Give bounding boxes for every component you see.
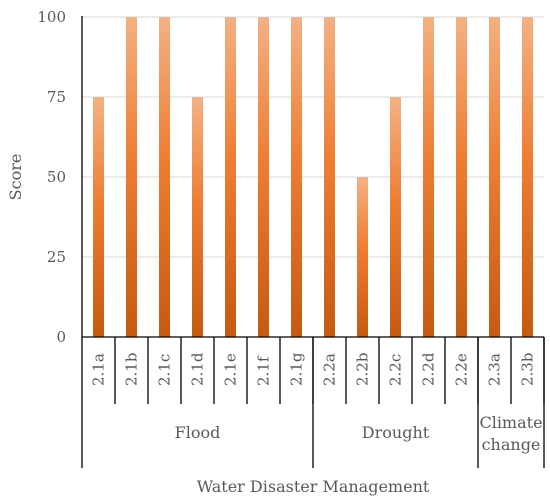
- x-tick-label: 2.2c: [387, 354, 405, 386]
- bar-2.2a: [324, 17, 335, 337]
- x-tick-label: 2.1d: [189, 352, 207, 386]
- x-tick-label: 2.3b: [519, 353, 537, 386]
- x-tick-label: 2.1a: [90, 353, 108, 386]
- y-tick-label: 25: [47, 248, 66, 266]
- bar-2.2d: [423, 17, 434, 337]
- x-tick-label: 2.1b: [123, 353, 141, 386]
- x-tick-label: 2.2b: [354, 353, 372, 386]
- x-tick-label: 2.3a: [486, 353, 504, 386]
- bar-2.3b: [522, 17, 533, 337]
- bar-2.1b: [126, 17, 137, 337]
- group-label: Flood: [175, 423, 221, 442]
- x-tick-label: 2.2a: [321, 353, 339, 386]
- x-tick-label: 2.1g: [288, 352, 306, 386]
- bar-2.1a: [93, 97, 104, 337]
- y-tick-label: 75: [47, 88, 66, 106]
- x-axis-title: Water Disaster Management: [197, 477, 430, 496]
- bar-2.2b: [357, 177, 368, 337]
- group-label: Drought: [362, 423, 430, 442]
- bars: [93, 17, 533, 337]
- bar-2.1d: [192, 97, 203, 337]
- bar-2.1e: [225, 17, 236, 337]
- axes: [81, 16, 545, 468]
- x-tick-labels: 2.1a 2.1b 2.1c 2.1d 2.1e 2.1f 2.1g 2.2a 2.2b 2.2c…: [90, 352, 537, 386]
- bar-2.1c: [159, 17, 170, 337]
- bar-2.1f: [258, 17, 269, 337]
- y-axis-title: Score: [6, 154, 25, 201]
- x-tick-label: 2.2e: [453, 353, 471, 386]
- x-tick-label: 2.1e: [222, 353, 240, 386]
- y-tick-labels: 0 25 50 75 100: [37, 8, 66, 346]
- x-tick-label: 2.1c: [156, 354, 174, 386]
- x-tick-label: 2.2d: [420, 352, 438, 386]
- y-tick-label: 0: [56, 328, 66, 346]
- y-tick-label: 100: [37, 8, 66, 26]
- group-labels: Flood Drought Climate change: [175, 413, 543, 454]
- y-tick-label: 50: [47, 168, 66, 186]
- gridlines: [82, 16, 544, 258]
- bar-2.2c: [390, 97, 401, 337]
- bar-2.3a: [489, 17, 500, 337]
- group-label: change: [482, 435, 541, 454]
- bar-2.1g: [291, 17, 302, 337]
- group-label: Climate: [479, 413, 542, 432]
- bar-2.2e: [456, 17, 467, 337]
- x-tick-label: 2.1f: [255, 355, 273, 386]
